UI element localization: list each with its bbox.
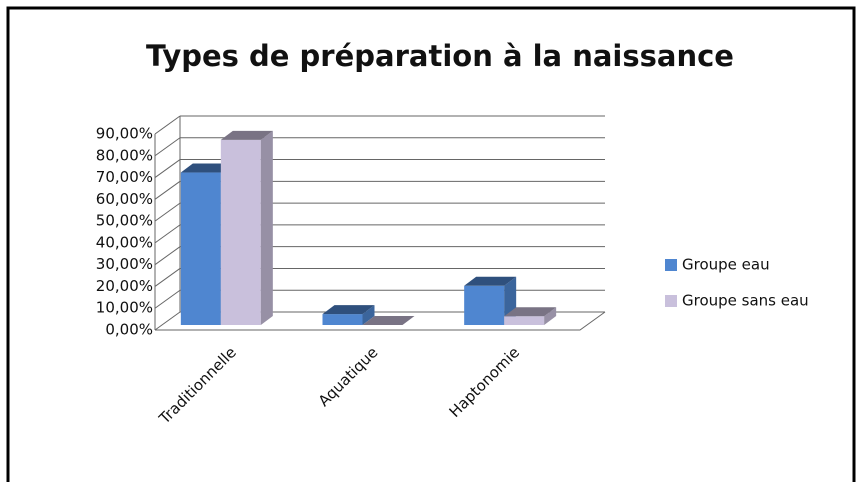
y-tick-label: 70,00% (96, 168, 153, 186)
bar (220, 130, 273, 325)
bar-front (220, 139, 261, 325)
y-tick-label: 30,00% (96, 255, 153, 273)
grid-line (154, 180, 181, 200)
grid-line (154, 137, 181, 157)
grid-line (154, 311, 181, 331)
frame (6, 6, 856, 482)
grid-line (154, 224, 181, 244)
bar-top (180, 163, 233, 173)
grid-line (154, 246, 181, 266)
grid-line (154, 202, 181, 222)
grid-line (154, 289, 181, 309)
y-tick-label: 40,00% (96, 233, 153, 251)
bar-top (504, 307, 557, 317)
grid-line (154, 159, 181, 178)
bar-side (260, 130, 273, 325)
bar-front (180, 172, 221, 325)
grid-line (154, 115, 181, 135)
bar-side (362, 305, 375, 325)
bar (322, 305, 375, 325)
bar-front (464, 285, 505, 325)
bar (504, 307, 557, 325)
y-tick-label: 60,00% (96, 190, 153, 208)
bar-top (464, 276, 517, 286)
bar (362, 316, 415, 325)
chart-title: Types de préparation à la naissance (146, 39, 734, 73)
bar-top (362, 316, 415, 325)
y-tick-label: 80,00% (96, 146, 153, 164)
y-tick-label: 10,00% (96, 299, 153, 317)
bar-side (544, 307, 557, 325)
grid-line (154, 268, 181, 287)
legend-label: Groupe eau (682, 256, 770, 274)
legend-swatch (665, 295, 677, 307)
bar-top (220, 130, 273, 140)
y-tick-label: 50,00% (96, 212, 153, 230)
bar-top (322, 305, 375, 315)
y-tick-label: 20,00% (96, 277, 153, 295)
legend-swatch (665, 259, 677, 271)
y-tick-label: 0,00% (105, 321, 153, 339)
floor (155, 311, 606, 331)
bar (464, 276, 517, 325)
bar-front (504, 316, 545, 325)
bar-front (322, 314, 363, 325)
y-tick-label: 90,00% (96, 125, 153, 143)
legend-label: Groupe sans eau (682, 292, 809, 310)
